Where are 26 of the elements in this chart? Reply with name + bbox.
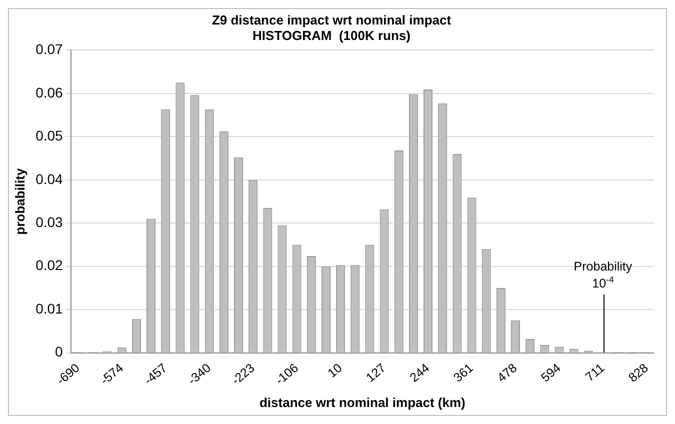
x-tick-label: -223: [229, 360, 258, 388]
x-tick-label: 478: [494, 360, 520, 385]
x-tick-label: -340: [185, 360, 214, 388]
x-tick-label: -690: [54, 360, 82, 388]
x-tick-label: 361: [450, 360, 476, 385]
x-tick-label: -106: [272, 360, 301, 388]
y-tick-label: 0.06: [36, 84, 64, 100]
text: Z9 distance impact wrt nominal impact: [212, 12, 452, 28]
y-tick-label: 0.04: [36, 170, 64, 187]
y-tick-label: 0.07: [36, 41, 64, 58]
x-tick-label: 10: [325, 360, 345, 380]
text: HISTOGRAM (100K runs): [252, 28, 410, 43]
x-tick-label: 711: [582, 360, 608, 384]
y-tick-label: 0.02: [36, 257, 64, 274]
y-tick-label: 0.03: [36, 214, 64, 230]
x-tick-label: 828: [626, 360, 651, 385]
y-tick-label: 0.05: [36, 128, 64, 144]
x-tick-label: 127: [363, 360, 388, 385]
x-tick-label: 244: [407, 360, 432, 385]
x-tick-label: 594: [538, 360, 564, 385]
x-axis-title: distance wrt nominal impact (km): [259, 394, 466, 410]
x-tick-label: -457: [142, 360, 170, 388]
y-axis-title: probability: [12, 168, 28, 235]
y-tick-label: 0.01: [36, 300, 64, 316]
x-tick-label: -574: [98, 360, 126, 388]
y-tick-label: 0: [55, 344, 64, 360]
